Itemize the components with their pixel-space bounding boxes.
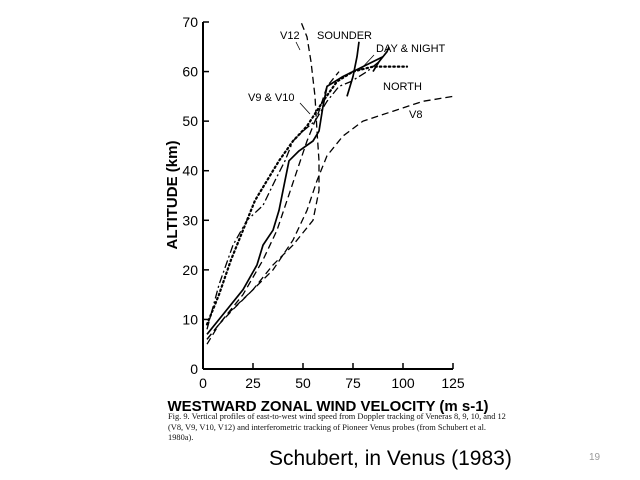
annotation-v8: V8 <box>409 109 422 121</box>
y-tick-label: 0 <box>190 361 198 377</box>
annotation-day-night: DAY & NIGHT <box>376 43 446 55</box>
x-tick-label: 50 <box>295 375 311 391</box>
axes <box>202 22 453 370</box>
annotation-north: NORTH <box>383 81 422 93</box>
y-tick-label: 60 <box>182 64 198 80</box>
series-line-sounder <box>206 55 384 335</box>
annotation-v9-v10: V9 & V10 <box>248 92 294 104</box>
y-tick-label: 20 <box>182 262 198 278</box>
ticks: 0 10 20 30 40 50 60 70 0 25 50 75 100 125 <box>182 14 464 391</box>
x-tick-label: 100 <box>391 375 415 391</box>
series-line-unlabelled <box>346 41 360 97</box>
leader-v9-v10 <box>299 102 311 115</box>
label-leader-lines <box>295 41 375 115</box>
source-credit: Schubert, in Venus (1983) <box>269 447 512 470</box>
series-line-north <box>206 61 380 330</box>
series-line-day-night <box>205 65 409 326</box>
x-tick-label: 125 <box>441 375 465 391</box>
y-tick-label: 40 <box>182 163 198 179</box>
annotation-sounder: SOUNDER <box>317 30 372 42</box>
y-tick-label: 50 <box>182 113 198 129</box>
y-axis-title: ALTITUDE (km) <box>164 141 181 250</box>
figure-caption: Fig. 9. Vertical profiles of east-to-wes… <box>168 412 506 442</box>
x-tick-label: 0 <box>199 375 207 391</box>
series-line-v8 <box>206 95 454 345</box>
x-axis-title: WESTWARD ZONAL WIND VELOCITY (m s-1) <box>167 398 488 415</box>
series-curves <box>205 21 454 345</box>
y-tick-label: 10 <box>182 311 198 327</box>
x-tick-label: 75 <box>345 375 361 391</box>
leader-v12 <box>295 41 301 51</box>
series-line-v9-v10 <box>206 71 340 340</box>
annotation-v12: V12 <box>280 30 300 42</box>
series-line-unlabelled <box>372 46 390 73</box>
series-line-v12 <box>206 21 320 340</box>
page-number: 19 <box>589 452 601 463</box>
y-tick-label: 30 <box>182 212 198 228</box>
leader-day-night <box>359 54 375 71</box>
y-tick-label: 70 <box>182 14 198 30</box>
x-tick-label: 25 <box>245 375 261 391</box>
